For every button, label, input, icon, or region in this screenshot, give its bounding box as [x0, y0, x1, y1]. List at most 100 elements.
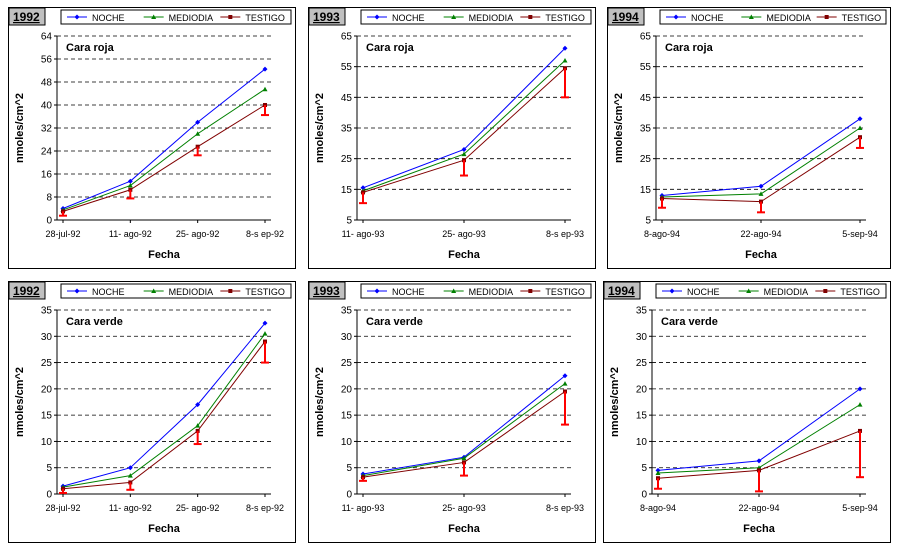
data-point-noche [360, 185, 366, 191]
data-point-testigo [563, 66, 567, 71]
y-tick-label: 24 [41, 147, 53, 158]
x-tick-label: 8-ago-94 [644, 229, 680, 239]
chart-subtitle: Cara roja [66, 42, 115, 54]
x-tick-label: 8-s ep-92 [246, 503, 284, 513]
data-point-mediodia [857, 125, 863, 130]
legend-box [60, 9, 292, 25]
y-tick-label: 15 [341, 411, 353, 422]
data-point-noche [562, 45, 568, 51]
legend-marker-testigo [228, 289, 233, 293]
data-point-testigo [263, 339, 267, 344]
series-line-testigo [62, 341, 266, 490]
legend-marker-mediodia [748, 14, 754, 19]
chart-panel-1992-verde: 1992 NOCHE MEDIODIA TESTIGO 0 5 10 15 20 25 30 35 28… [8, 281, 296, 543]
x-tick-label: 5-sep-94 [842, 229, 878, 239]
y-tick-label: 0 [346, 490, 352, 501]
chart-subtitle: Cara verde [661, 316, 718, 328]
y-tick-label: 40 [41, 101, 53, 112]
legend-marker-noche [374, 14, 380, 20]
data-point-noche [461, 146, 467, 152]
y-tick-label: 16 [41, 170, 53, 181]
x-axis-label: Fecha [448, 249, 481, 261]
y-tick-label: 5 [346, 216, 352, 227]
legend-box [360, 283, 592, 299]
data-point-mediodia [262, 331, 268, 336]
y-tick-label: 48 [41, 78, 53, 89]
y-tick-label: 64 [41, 32, 53, 43]
x-tick-label: 8-ago-94 [640, 503, 676, 513]
chart-svg: 1994 NOCHE MEDIODIA TESTIGO 0 5 10 15 20 25 30 35 8-… [604, 282, 887, 535]
x-tick-label: 22-ago-94 [738, 503, 779, 513]
year-label: 1993 [313, 284, 340, 298]
year-label: 1994 [608, 284, 635, 298]
series-line-mediodia [62, 88, 266, 211]
x-tick-label: 25- ago-92 [176, 229, 220, 239]
legend-label-testigo: TESTIGO [842, 13, 882, 23]
x-tick-label: 8-s ep-93 [546, 229, 584, 239]
x-tick-label: 11- ago-92 [109, 503, 152, 513]
data-point-noche [756, 458, 762, 464]
legend-label-noche: NOCHE [687, 287, 720, 297]
data-point-noche [857, 116, 863, 122]
legend-marker-testigo [528, 289, 533, 293]
legend-box [360, 9, 592, 25]
x-tick-label: 25- ago-92 [176, 503, 220, 513]
y-tick-label: 0 [46, 490, 52, 501]
y-tick-label: 30 [636, 332, 648, 343]
legend-marker-noche [74, 288, 80, 294]
y-tick-label: 25 [640, 154, 652, 165]
data-point-mediodia [127, 183, 133, 188]
data-point-mediodia [195, 423, 201, 428]
y-tick-label: 45 [640, 93, 652, 104]
y-tick-label: 10 [341, 437, 353, 448]
data-point-mediodia [461, 455, 467, 461]
legend-label-mediodia: MEDIODIA [764, 287, 809, 297]
legend-label-noche: NOCHE [92, 13, 125, 23]
year-badge [604, 282, 641, 300]
y-axis-label: nmoles/cm^2 [613, 93, 625, 163]
y-tick-label: 35 [640, 124, 652, 135]
y-tick-label: 8 [46, 193, 52, 204]
series-line-noche [62, 68, 266, 209]
year-label: 1992 [13, 10, 40, 24]
y-tick-label: 35 [341, 306, 353, 317]
legend-marker-mediodia [151, 14, 157, 19]
x-tick-label: 22-ago-94 [740, 229, 781, 239]
legend-marker-mediodia [451, 288, 457, 293]
data-point-testigo [128, 480, 133, 485]
x-tick-label: 8-s ep-92 [246, 229, 284, 239]
legend-label-noche: NOCHE [392, 13, 425, 23]
data-point-mediodia [127, 473, 133, 478]
y-tick-label: 65 [341, 32, 353, 43]
chart-svg: 1992 NOCHE MEDIODIA TESTIGO 0 8 16 24 32 40 48 56 64… [9, 8, 292, 261]
legend-label-mediodia: MEDIODIA [169, 13, 214, 23]
legend-marker-noche [669, 288, 675, 294]
data-point-mediodia [655, 470, 661, 475]
year-badge [309, 282, 346, 300]
data-point-mediodia [562, 58, 568, 63]
y-tick-label: 20 [341, 384, 353, 395]
x-tick-label: 11- ago-93 [342, 503, 385, 513]
data-point-noche [857, 386, 863, 392]
y-tick-label: 15 [636, 411, 648, 422]
year-label: 1993 [313, 10, 340, 24]
x-tick-label: 28-jul-92 [45, 503, 80, 513]
data-point-noche [195, 402, 201, 408]
y-tick-label: 35 [636, 306, 648, 317]
chart-panel-1993-roja: 1993 NOCHE MEDIODIA TESTIGO 5 15 25 35 45 55 65 11-… [308, 7, 596, 269]
y-tick-label: 0 [46, 216, 52, 227]
y-tick-label: 55 [640, 62, 652, 73]
chart-svg: 1993 NOCHE MEDIODIA TESTIGO 0 5 10 15 20 25 30 35 11… [309, 282, 592, 535]
legend-label-testigo: TESTIGO [245, 13, 285, 23]
y-tick-label: 20 [41, 384, 53, 395]
legend-label-noche: NOCHE [392, 287, 425, 297]
chart-subtitle: Cara verde [66, 316, 123, 328]
legend-marker-mediodia [151, 288, 157, 293]
y-tick-label: 25 [41, 358, 53, 369]
x-tick-label: 8-s ep-93 [546, 503, 584, 513]
y-axis-label: nmoles/cm^2 [314, 93, 326, 163]
y-axis-label: nmoles/cm^2 [314, 367, 326, 437]
x-axis-label: Fecha [743, 523, 776, 535]
legend-label-testigo: TESTIGO [840, 287, 880, 297]
y-tick-label: 30 [341, 332, 353, 343]
